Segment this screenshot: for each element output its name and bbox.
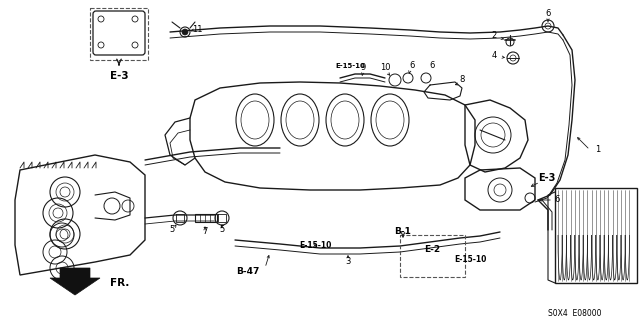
Bar (90, 8, 148, 60)
Text: E-2: E-2 (424, 245, 440, 254)
Text: 2: 2 (492, 31, 497, 41)
Text: B-47: B-47 (236, 268, 260, 276)
Text: E-15-10: E-15-10 (454, 255, 486, 265)
Bar (195, 214, 217, 222)
Text: 11: 11 (192, 26, 202, 35)
Text: S0X4  E08000: S0X4 E08000 (548, 308, 602, 317)
Bar (555, 188, 637, 283)
Text: E-15-10: E-15-10 (299, 241, 331, 250)
Bar (400, 235, 465, 277)
Circle shape (182, 29, 188, 35)
Text: 5: 5 (220, 226, 225, 235)
Text: 10: 10 (380, 63, 390, 73)
Text: 4: 4 (492, 52, 497, 60)
Text: FR.: FR. (110, 278, 129, 288)
Text: 9: 9 (360, 63, 365, 73)
Text: 6: 6 (410, 61, 415, 70)
Text: 5: 5 (170, 226, 175, 235)
Text: 6: 6 (429, 61, 435, 70)
Text: 3: 3 (346, 258, 351, 267)
Text: E-3: E-3 (538, 173, 556, 183)
Text: 1: 1 (595, 146, 600, 155)
Text: 8: 8 (460, 76, 465, 84)
FancyBboxPatch shape (93, 11, 145, 55)
Text: 7: 7 (202, 228, 208, 236)
Polygon shape (50, 268, 100, 295)
Text: E-15-10: E-15-10 (335, 63, 365, 69)
Text: 6: 6 (545, 10, 550, 19)
Text: 6: 6 (554, 196, 560, 204)
Text: E-3: E-3 (109, 71, 128, 81)
Text: B-1: B-1 (395, 228, 412, 236)
